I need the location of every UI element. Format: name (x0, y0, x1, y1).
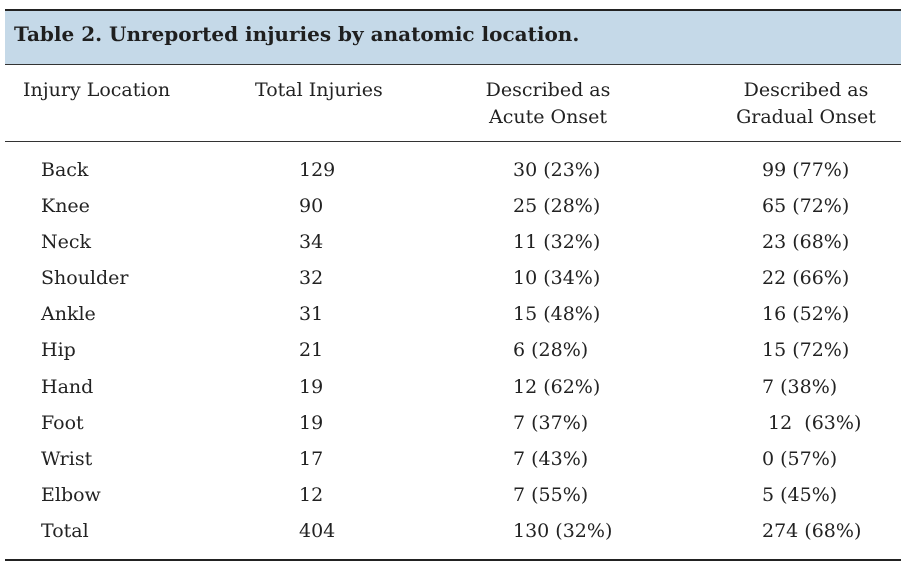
cell-location: Neck (41, 231, 92, 254)
cell-gradual: 22 (66%) (762, 267, 850, 290)
table-title: Table 2. Unreported injuries by anatomic… (14, 22, 580, 46)
cell-acute: 30 (23%) (513, 159, 601, 181)
cell-gradual: 0 (57%) (762, 447, 838, 470)
cell-location: Hand (41, 375, 94, 398)
table-bottom-rule (5, 559, 901, 561)
cell-total: 12 (299, 483, 324, 506)
cell-acute: 10 (34%) (513, 267, 601, 290)
cell-total: 19 (299, 375, 324, 398)
cell-acute: 7 (55%) (513, 483, 589, 506)
cell-total: 129 (299, 159, 336, 181)
cell-total: 19 (299, 411, 324, 434)
cell-location: Knee (41, 195, 90, 218)
cell-acute: 12 (62%) (513, 375, 601, 398)
cell-location: Total (41, 519, 89, 542)
cell-gradual: 5 (45%) (762, 483, 838, 506)
cell-location: Wrist (41, 447, 93, 470)
cell-total: 34 (299, 231, 324, 254)
cell-gradual: 16 (52%) (762, 303, 850, 326)
table-row: Hip 21 6 (28%) 15 (72%) (5, 335, 901, 371)
cell-gradual: 99 (77%) (762, 159, 850, 181)
cell-acute: 7 (37%) (513, 411, 589, 434)
cell-gradual: 23 (68%) (762, 231, 850, 254)
table-row: Hand 19 12 (62%) 7 (38%) (5, 372, 901, 408)
header-gradual-onset: Described as Gradual Onset (736, 79, 876, 128)
cell-gradual: 15 (72%) (762, 339, 850, 362)
table-row: Elbow 12 7 (55%) 5 (45%) (5, 480, 901, 516)
cell-location: Back (41, 159, 89, 181)
cell-gradual: 12 (63%) (762, 411, 862, 434)
cell-total: 404 (299, 519, 336, 542)
table-title-bar: Table 2. Unreported injuries by anatomic… (5, 11, 901, 65)
cell-gradual: 65 (72%) (762, 195, 850, 218)
table-row: Ankle 31 15 (48%) 16 (52%) (5, 299, 901, 335)
cell-acute: 6 (28%) (513, 339, 589, 362)
cell-acute: 25 (28%) (513, 195, 601, 218)
table-row: Shoulder 32 10 (34%) 22 (66%) (5, 263, 901, 299)
cell-gradual: 7 (38%) (762, 375, 838, 398)
cell-location: Foot (41, 411, 84, 434)
cell-location: Shoulder (41, 267, 129, 290)
table-row: Foot 19 7 (37%) 12 (63%) (5, 408, 901, 444)
header-injury-location: Injury Location (23, 79, 171, 101)
table-header-row: Injury Location Total Injuries Described… (5, 65, 901, 142)
table-top-rule (5, 9, 901, 11)
table-row: Wrist 17 7 (43%) 0 (57%) (5, 444, 901, 480)
table-row: Neck 34 11 (32%) 23 (68%) (5, 227, 901, 263)
cell-total: 31 (299, 303, 324, 326)
table-body: Back 129 30 (23%) 99 (77%) Knee 90 25 (2… (5, 155, 901, 552)
cell-location: Elbow (41, 483, 101, 506)
cell-acute: 7 (43%) (513, 447, 589, 470)
header-total-injuries: Total Injuries (255, 79, 383, 101)
cell-total: 32 (299, 267, 324, 290)
cell-total: 17 (299, 447, 324, 470)
cell-location: Ankle (41, 303, 96, 326)
table-row: Knee 90 25 (28%) 65 (72%) (5, 191, 901, 227)
cell-acute: 11 (32%) (513, 231, 601, 254)
cell-acute: 15 (48%) (513, 303, 601, 326)
table-row-total: Total 404 130 (32%) 274 (68%) (5, 516, 901, 552)
cell-total: 90 (299, 195, 324, 218)
table-row: Back 129 30 (23%) 99 (77%) (5, 155, 901, 191)
cell-acute: 130 (32%) (513, 519, 613, 542)
cell-gradual: 274 (68%) (762, 519, 862, 542)
cell-location: Hip (41, 339, 76, 362)
cell-total: 21 (299, 339, 324, 362)
header-acute-onset: Described as Acute Onset (485, 79, 611, 128)
